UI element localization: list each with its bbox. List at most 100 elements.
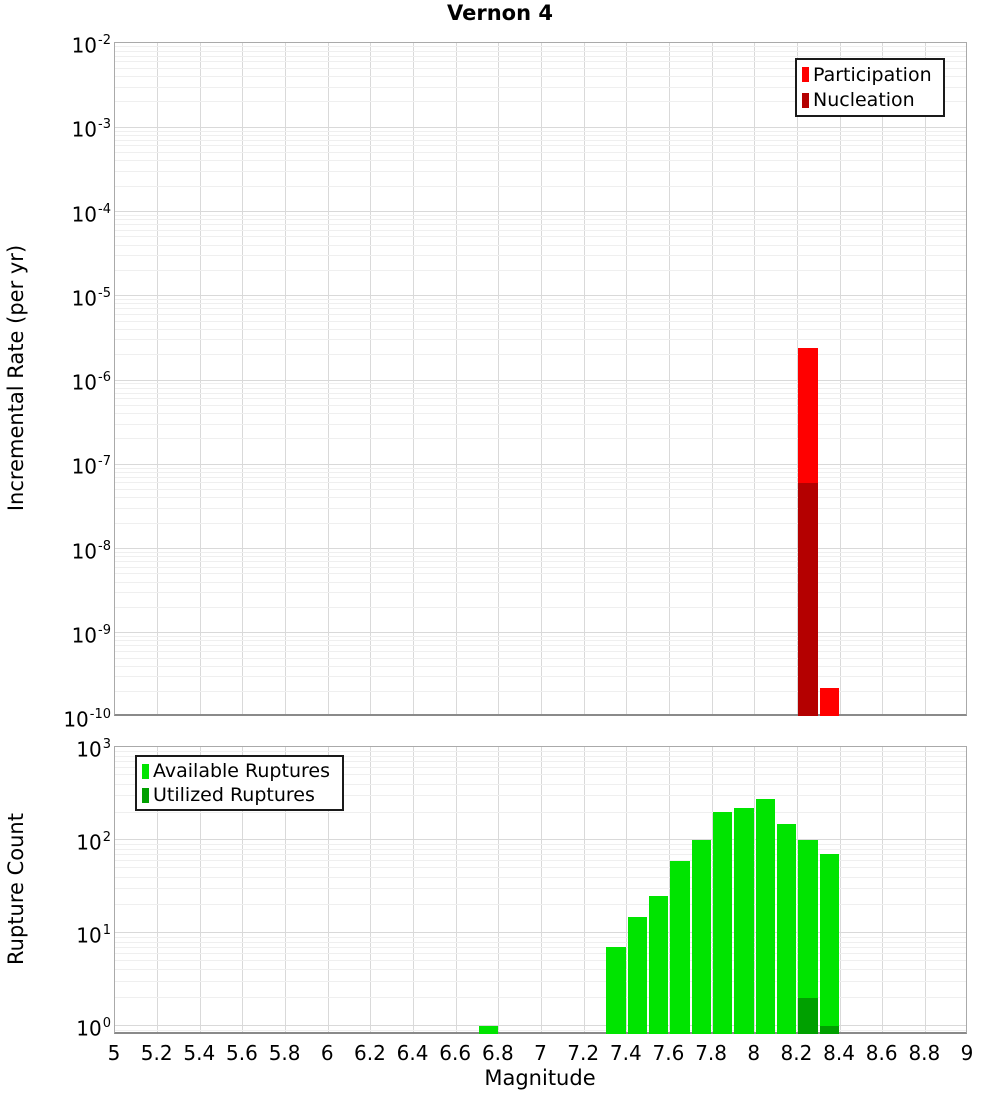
h-gridline-minor: [115, 152, 966, 154]
v-gridline: [668, 43, 670, 714]
h-gridline-minor: [115, 657, 966, 659]
h-gridline-minor: [115, 676, 966, 678]
chart-title: Vernon 4: [447, 1, 553, 25]
h-gridline-major: [115, 126, 966, 128]
participation-legend-swatch: [802, 67, 809, 83]
h-gridline-minor: [115, 471, 966, 473]
legend-entry-available-ruptures: Available Ruptures: [142, 759, 337, 783]
v-gridline: [711, 43, 713, 714]
v-gridline: [455, 747, 457, 1032]
h-gridline-major: [115, 632, 966, 634]
x-tick-label-8.8: 8.8: [908, 1041, 941, 1065]
v-gridline: [839, 43, 841, 714]
h-gridline-minor: [115, 867, 966, 869]
y-tick-label-10e-7: 10-7: [71, 454, 111, 479]
h-gridline-minor: [115, 130, 966, 132]
h-gridline-minor: [115, 750, 966, 752]
h-gridline-minor: [115, 170, 966, 172]
x-axis-title: Magnitude: [484, 1066, 596, 1090]
h-gridline-major: [115, 379, 966, 381]
legend-entry-utilized-ruptures: Utilized Ruptures: [142, 783, 337, 807]
v-gridline: [583, 43, 585, 714]
bar-available-ruptures-7.45: [627, 916, 648, 1034]
h-gridline-major: [115, 839, 966, 841]
h-gridline-minor: [115, 467, 966, 469]
x-tick-label-5.6: 5.6: [226, 1041, 258, 1065]
x-tick-label-6.4: 6.4: [396, 1041, 429, 1065]
v-gridline: [754, 747, 756, 1032]
top-legend: Participation Nucleation: [795, 58, 945, 117]
y-tick-label-10e2: 102: [76, 829, 111, 855]
nucleation-legend-swatch: [802, 92, 809, 108]
v-gridline: [796, 747, 798, 1032]
h-gridline-minor: [115, 134, 966, 136]
h-gridline-minor: [115, 139, 966, 141]
bar-available-ruptures-7.95: [734, 808, 754, 1034]
x-tick-label-7.4: 7.4: [609, 1041, 642, 1065]
h-gridline-minor: [115, 67, 966, 69]
available-ruptures-legend-label: Available Ruptures: [153, 760, 330, 782]
h-gridline-minor: [115, 581, 966, 583]
h-gridline-minor: [115, 981, 966, 983]
x-tick-label-6: 6: [320, 1041, 334, 1065]
h-gridline-minor: [115, 650, 966, 652]
h-gridline-minor: [115, 561, 966, 563]
v-gridline: [626, 43, 628, 714]
v-gridline: [199, 747, 201, 1032]
h-gridline-minor: [115, 236, 966, 238]
x-tick-label-5: 5: [107, 1041, 121, 1065]
h-gridline-minor: [115, 387, 966, 389]
v-gridline: [839, 747, 841, 1032]
bar-available-ruptures-8.15: [777, 823, 797, 1034]
bar-available-ruptures-7.75: [691, 839, 712, 1034]
h-gridline-minor: [115, 354, 966, 356]
h-gridline-minor: [115, 86, 966, 88]
h-gridline-minor: [115, 313, 966, 315]
v-gridline: [924, 43, 926, 714]
bar-available-ruptures-6.75: [478, 1025, 498, 1034]
h-gridline-minor: [115, 303, 966, 305]
h-gridline-minor: [115, 398, 966, 400]
available-ruptures-legend-swatch: [142, 763, 149, 779]
h-gridline-minor: [115, 497, 966, 499]
v-gridline: [285, 43, 287, 714]
v-gridline: [413, 747, 415, 1032]
y-tick-label-10e-4: 10-4: [71, 201, 111, 227]
v-gridline: [327, 747, 329, 1032]
participation-legend-label: Participation: [813, 63, 932, 86]
v-gridline: [626, 747, 628, 1032]
h-gridline-minor: [115, 489, 966, 491]
bottom-legend: Available Ruptures Utilized Ruptures: [135, 755, 344, 811]
x-tick-label-8.2: 8.2: [780, 1041, 813, 1065]
v-gridline: [199, 43, 201, 714]
h-gridline-minor: [115, 392, 966, 394]
bar-participation-8.35: [819, 688, 840, 716]
x-tick-label-9: 9: [960, 1041, 974, 1065]
v-gridline: [668, 747, 670, 1032]
h-gridline-minor: [115, 774, 966, 776]
h-gridline-minor: [115, 853, 966, 855]
x-tick-label-5.4: 5.4: [183, 1041, 216, 1065]
y-tick-label-10e-3: 10-3: [71, 117, 111, 142]
bar-available-ruptures-7.65: [670, 860, 690, 1034]
h-gridline-minor: [115, 423, 966, 425]
h-gridline-minor: [115, 556, 966, 558]
h-gridline-minor: [115, 339, 966, 341]
v-gridline: [370, 747, 372, 1032]
h-gridline-minor: [115, 573, 966, 575]
utilized-ruptures-legend-label: Utilized Ruptures: [153, 784, 315, 806]
h-gridline-minor: [115, 969, 966, 971]
x-tick-label-7: 7: [534, 1041, 547, 1065]
h-gridline-minor: [115, 551, 966, 553]
v-gridline: [157, 43, 159, 714]
v-gridline: [413, 43, 415, 714]
h-gridline-minor: [115, 269, 966, 271]
utilized-ruptures-legend-swatch: [142, 787, 149, 803]
h-gridline-minor: [115, 219, 966, 221]
x-tick-label-8: 8: [747, 1041, 761, 1065]
h-gridline-minor: [115, 936, 966, 938]
v-gridline: [924, 747, 926, 1032]
y-tick-label-10e-10: 10-10: [63, 707, 111, 732]
v-gridline: [242, 43, 244, 714]
